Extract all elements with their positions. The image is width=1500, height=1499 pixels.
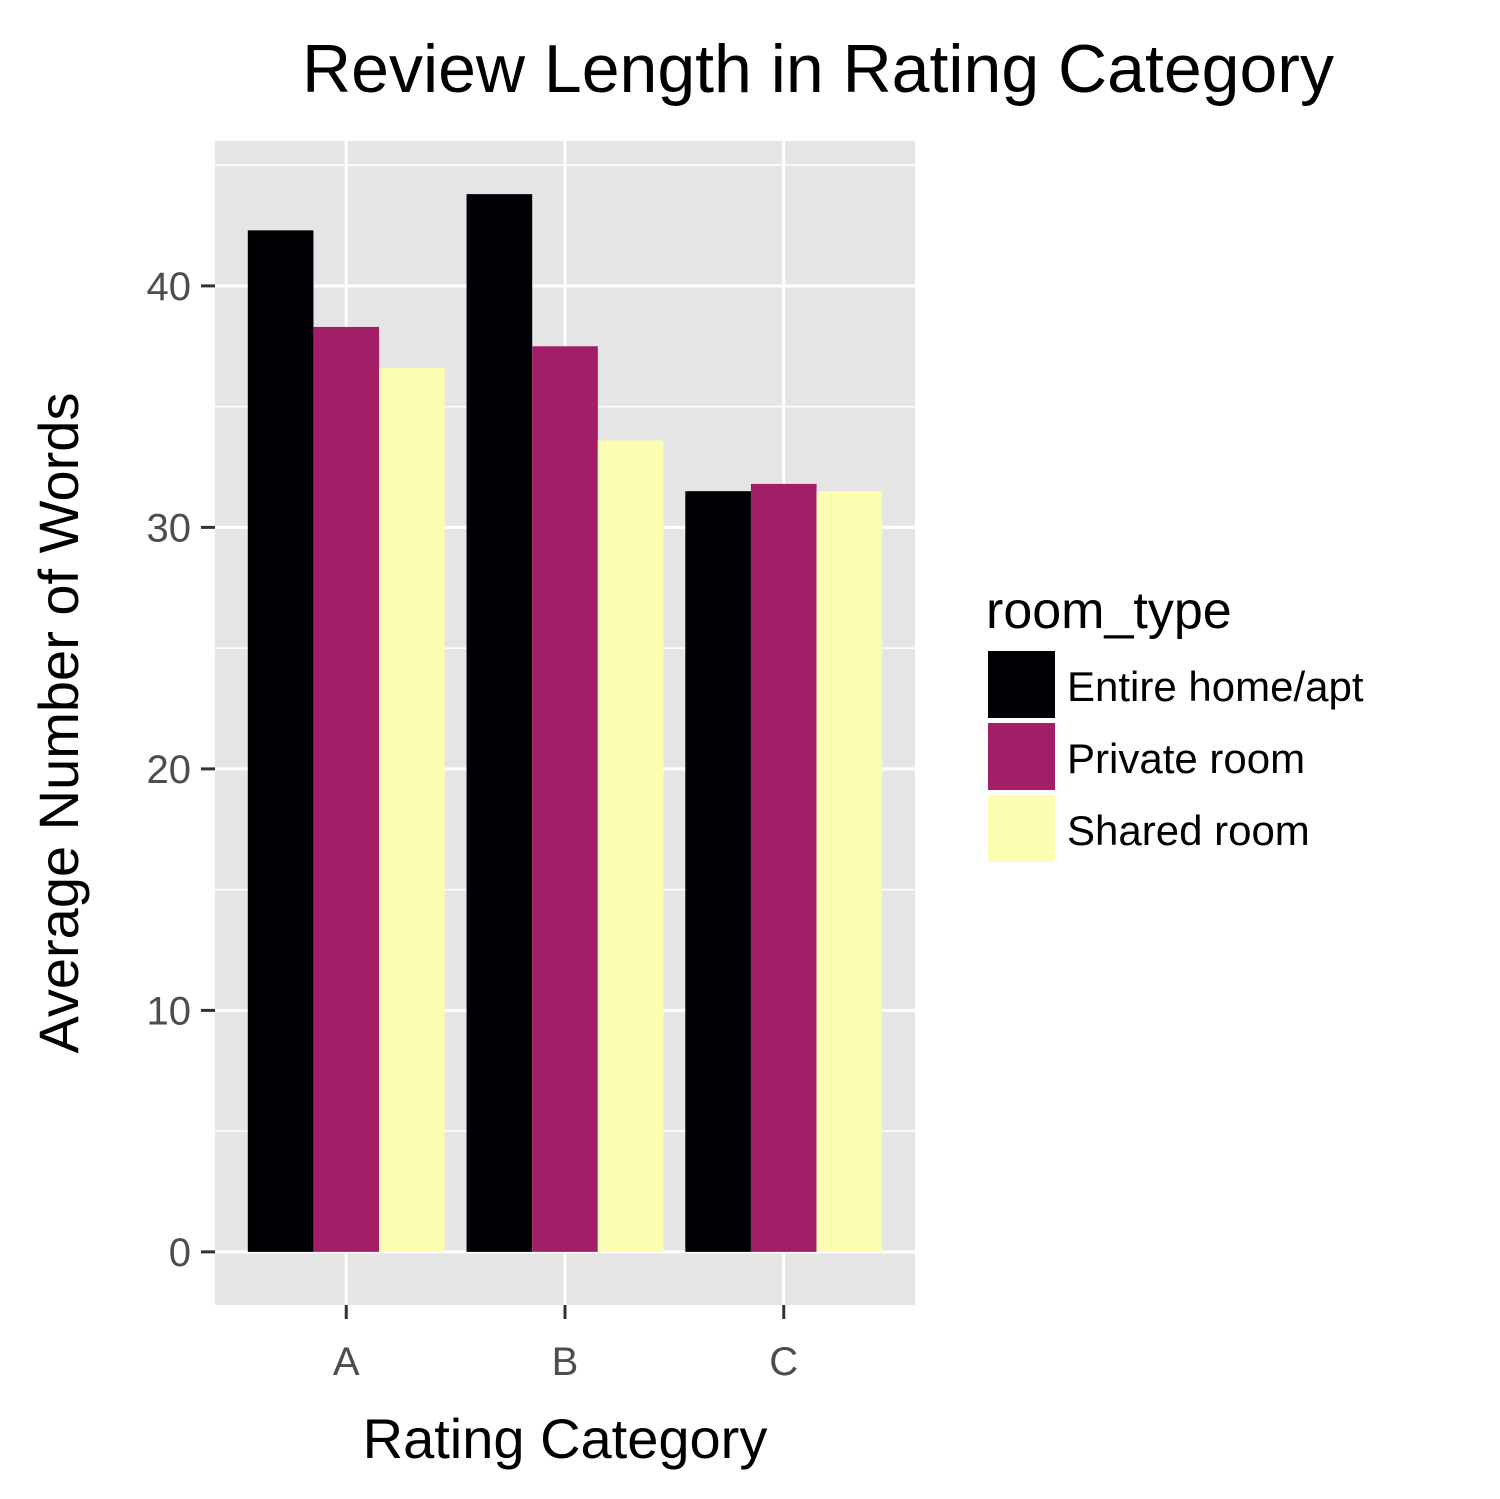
bar-C-private-room: [750, 483, 817, 1252]
bar-B-shared-room: [597, 440, 664, 1252]
legend: room_type Entire home/apt Private room Sha…: [986, 582, 1364, 862]
legend-label-entire-home-apt: Entire home/apt: [1067, 663, 1364, 710]
chart-title: Review Length in Rating Category: [302, 31, 1334, 107]
legend-key-entire-home-apt: [988, 651, 1055, 718]
y-tick-label: 30: [147, 506, 192, 550]
legend-items: Entire home/apt Private room Shared room: [988, 651, 1364, 862]
bar-B-entire-home-apt: [466, 194, 533, 1252]
legend-key-private-room: [988, 723, 1055, 790]
bars: [247, 194, 883, 1252]
bar-A-private-room: [313, 326, 380, 1252]
x-tick-label: B: [552, 1340, 579, 1384]
bar-B-private-room: [532, 346, 598, 1252]
y-tick-label: 0: [169, 1231, 191, 1275]
bar-A-shared-room: [379, 368, 445, 1252]
bar-A-entire-home-apt: [247, 230, 314, 1252]
legend-title: room_type: [986, 582, 1232, 640]
legend-label-shared-room: Shared room: [1067, 807, 1310, 854]
y-tick-label: 10: [147, 989, 192, 1033]
legend-key-shared-room: [988, 795, 1055, 862]
x-tick-label: C: [769, 1340, 798, 1384]
y-tick-label: 40: [147, 265, 192, 309]
y-axis-title: Average Number of Words: [27, 393, 90, 1054]
y-tick-label: 20: [147, 748, 192, 792]
axes: 0 10 20 30 40 A B C: [147, 265, 799, 1384]
bar-C-shared-room: [816, 491, 883, 1252]
legend-label-private-room: Private room: [1067, 735, 1305, 782]
x-tick-label: A: [333, 1340, 360, 1384]
x-axis-title: Rating Category: [363, 1407, 768, 1470]
bar-C-entire-home-apt: [685, 491, 751, 1252]
